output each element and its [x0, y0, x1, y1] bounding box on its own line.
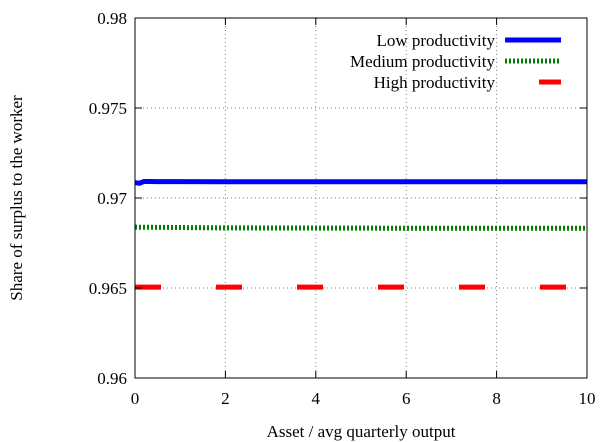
y-tick-label: 0.975 [89, 99, 127, 118]
legend-label: Low productivity [376, 31, 495, 50]
series-line-2 [134, 224, 587, 231]
series-line-1 [134, 178, 587, 186]
axis-ticks: 0 2 4 6 8 10 0.96 0.965 0.97 0.975 0.98 [89, 9, 596, 408]
y-tick-label: 0.965 [89, 279, 127, 298]
x-tick-label: 10 [579, 389, 596, 408]
x-tick-label: 6 [402, 389, 411, 408]
x-tick-label: 2 [221, 389, 230, 408]
plot-series [134, 178, 587, 290]
y-axis-label: Share of surplus to the worker [7, 95, 26, 301]
y-tick-label: 0.97 [97, 189, 127, 208]
legend-label: Medium productivity [350, 52, 495, 71]
x-tick-label: 4 [312, 389, 321, 408]
legend-label: High productivity [374, 73, 496, 92]
legend: Low productivity Medium productivity High … [350, 31, 561, 92]
y-tick-label: 0.96 [97, 369, 127, 388]
x-axis-label: Asset / avg quarterly output [267, 422, 456, 441]
grid [135, 18, 587, 378]
x-tick-label: 0 [131, 389, 140, 408]
y-tick-label: 0.98 [97, 9, 127, 28]
x-tick-label: 8 [492, 389, 501, 408]
